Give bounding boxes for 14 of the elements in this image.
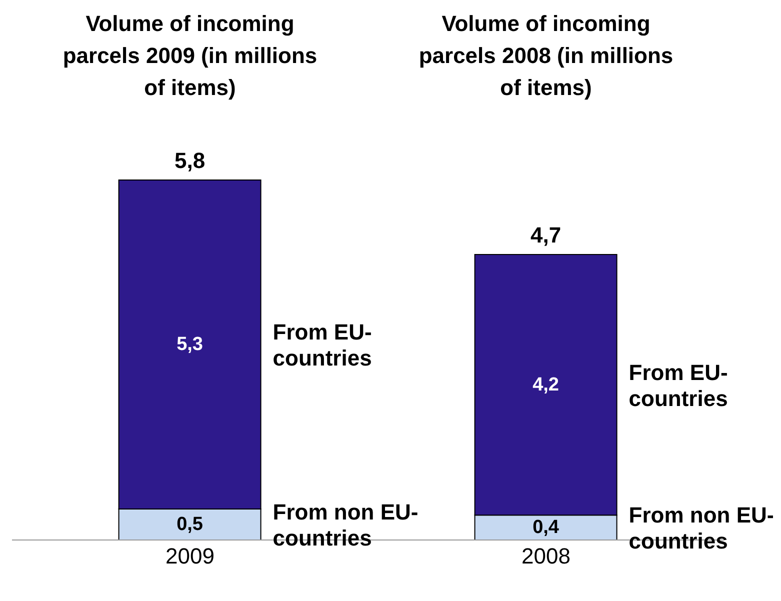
data-label: 0,5: [176, 514, 204, 535]
total-label: 5,8: [174, 148, 206, 173]
x-tick-label: 2009: [166, 544, 214, 569]
text: Volume of incoming parcels 2008 (in millions of items): [418, 10, 674, 102]
text: From EU-countries: [628, 359, 728, 410]
series-label: From EU-countries: [272, 318, 372, 370]
data-label: 4,2: [532, 374, 560, 396]
series-label: From non EU-countries: [272, 498, 418, 550]
data-label: 0,4: [532, 517, 560, 538]
total-label: 4,7: [530, 222, 562, 248]
x-tick-label: 2008: [522, 544, 570, 569]
text: Volume of incoming parcels 2009 (in millions of items): [62, 10, 318, 102]
text: From non EU-countries: [628, 502, 774, 554]
data-label: 5,3: [176, 334, 204, 355]
